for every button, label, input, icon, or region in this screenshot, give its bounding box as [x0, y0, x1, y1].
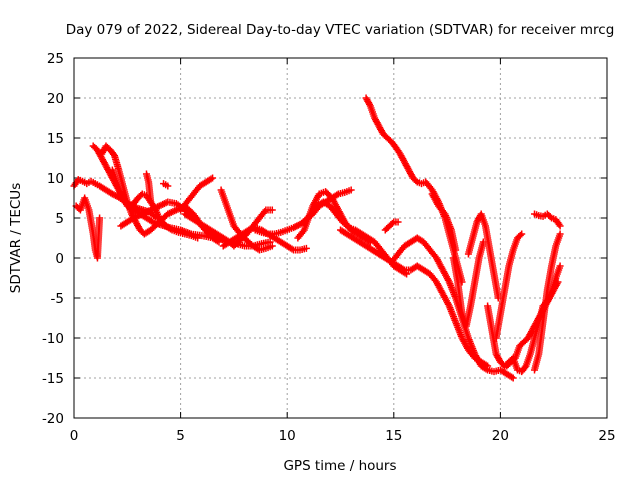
data-point [302, 244, 310, 252]
y-axis-label: SDTVAR / TECUs [8, 183, 24, 293]
series-arc-20 [428, 190, 460, 254]
data-point [209, 174, 217, 182]
y-tick-label: 25 [47, 51, 64, 67]
series-arc-17 [362, 94, 466, 286]
series-arc-2 [72, 194, 104, 262]
data-point [518, 230, 526, 238]
data-point [164, 182, 172, 190]
data-point [556, 262, 564, 270]
data-point [347, 186, 355, 194]
y-tick-label: -20 [42, 411, 64, 427]
data-point [516, 231, 524, 239]
y-tick-label: 10 [47, 171, 64, 187]
x-axis-label: GPS time / hours [283, 458, 396, 474]
data-point [546, 213, 554, 221]
y-tick-label: 15 [47, 131, 64, 147]
data-points [70, 94, 564, 382]
y-tick-label: -15 [42, 371, 64, 387]
data-point [394, 218, 402, 226]
series-arc-8 [160, 180, 172, 190]
series-arc-22 [464, 210, 502, 302]
x-tick-label: 20 [492, 428, 509, 444]
data-point [194, 234, 202, 242]
series-arc-24 [492, 230, 526, 342]
data-point [556, 230, 564, 238]
axis-ticks: 0 5 10 15 20 25 -20 -15 -10 -5 0 5 10 15 20 25 [42, 51, 616, 444]
y-tick-label: 20 [47, 91, 64, 107]
y-tick-label: 0 [55, 251, 64, 267]
series-arc-9 [177, 174, 217, 214]
data-point [268, 206, 276, 214]
series-arc-18 [368, 234, 517, 382]
series-arc-21 [449, 238, 487, 330]
x-tick-label: 10 [279, 428, 296, 444]
x-tick-label: 0 [70, 428, 79, 444]
data-point [388, 219, 396, 227]
y-tick-label: -10 [42, 331, 64, 347]
data-point [96, 214, 104, 222]
data-point [412, 177, 420, 185]
data-point [452, 246, 460, 254]
series-arc-27 [531, 210, 564, 230]
series-arc-7 [142, 170, 155, 206]
chart-title: Day 079 of 2022, Sidereal Day-to-day VTE… [66, 22, 615, 38]
data-point [556, 222, 564, 230]
series-arc-19 [381, 218, 402, 234]
x-tick-label: 25 [598, 428, 615, 444]
data-point [268, 242, 276, 250]
series-arc-28 [539, 262, 564, 310]
data-point [147, 198, 155, 206]
x-tick-label: 5 [176, 428, 185, 444]
y-tick-label: -5 [51, 291, 64, 307]
y-tick-label: 5 [55, 211, 64, 227]
plot-frame [73, 57, 608, 419]
data-point [509, 374, 517, 382]
x-tick-label: 15 [385, 428, 402, 444]
